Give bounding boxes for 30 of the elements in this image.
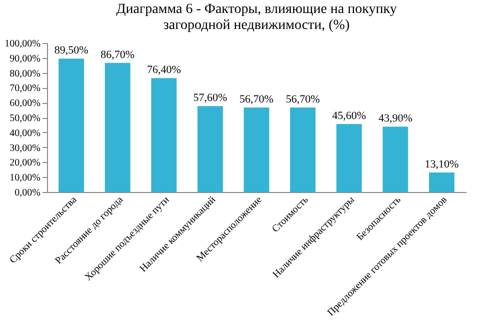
data-label: 45,60% bbox=[332, 110, 366, 122]
y-tick-label: 50,00% bbox=[10, 113, 40, 124]
bar bbox=[382, 126, 408, 192]
bar bbox=[336, 124, 362, 192]
data-label: 86,70% bbox=[100, 48, 135, 61]
data-label: 89,50% bbox=[54, 44, 88, 57]
bar bbox=[151, 78, 177, 192]
y-tick-label: 100,00% bbox=[4, 38, 40, 50]
bar bbox=[290, 108, 316, 192]
bar bbox=[428, 172, 454, 192]
y-tick-label: 0,00% bbox=[14, 188, 40, 198]
y-tick-label: 40,00% bbox=[10, 128, 40, 139]
y-tick-label: 70,00% bbox=[10, 83, 40, 94]
data-label: 43,90% bbox=[378, 112, 412, 125]
chart-title: Диаграмма 6 - Факторы, влияющие на покупку загородной недвижимости, (%) bbox=[116, 2, 397, 33]
data-label: 56,70% bbox=[240, 94, 274, 106]
y-tick-label: 30,00% bbox=[10, 142, 40, 154]
y-tick-label: 60,00% bbox=[10, 98, 40, 110]
y-tick-label: 20,00% bbox=[10, 158, 40, 169]
data-label: 13,10% bbox=[424, 158, 459, 170]
data-label: 76,40% bbox=[146, 64, 181, 76]
bar bbox=[58, 58, 84, 192]
bar bbox=[244, 108, 270, 192]
data-label: 57,60% bbox=[193, 92, 228, 104]
y-tick-label: 10,00% bbox=[10, 172, 40, 184]
data-label: 56,70% bbox=[286, 94, 320, 106]
y-tick-label: 90,00% bbox=[10, 53, 40, 64]
bar bbox=[197, 106, 223, 192]
y-tick-label: 80,00% bbox=[10, 68, 40, 80]
bar bbox=[104, 62, 130, 192]
